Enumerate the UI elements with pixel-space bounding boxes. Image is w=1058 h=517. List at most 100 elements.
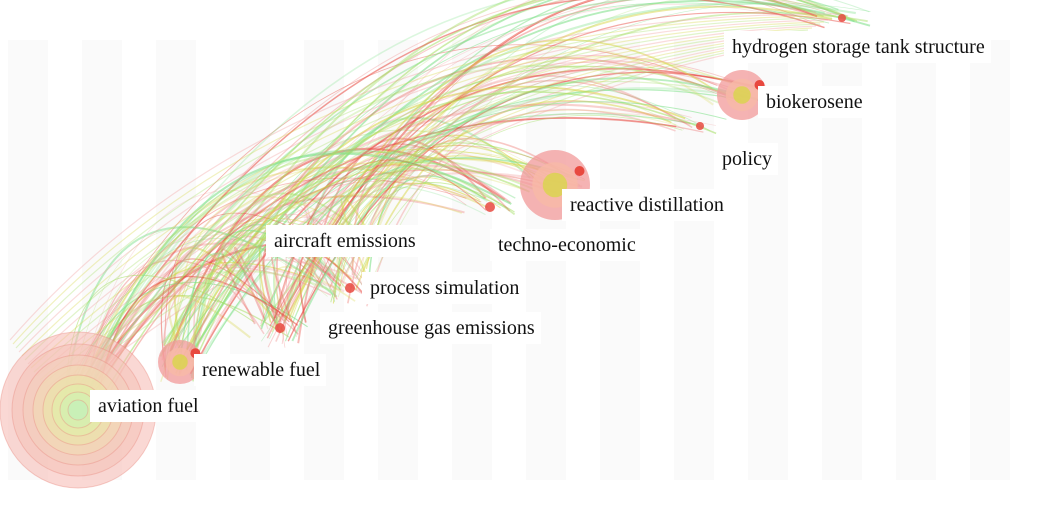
link-arc bbox=[66, 0, 817, 427]
link-arc bbox=[189, 68, 754, 375]
keyword-label-aviation-fuel: aviation fuel bbox=[90, 390, 205, 422]
link-arc bbox=[89, 195, 465, 399]
link-arc bbox=[174, 101, 727, 353]
link-arc bbox=[168, 157, 578, 347]
link-arc bbox=[198, 172, 583, 360]
link-arc bbox=[83, 145, 531, 411]
link-arc bbox=[365, 134, 544, 269]
link-arc bbox=[185, 0, 858, 368]
link-arc bbox=[288, 39, 713, 320]
keyword-label-renewable-fuel: renewable fuel bbox=[194, 354, 327, 386]
link-arc bbox=[297, 137, 487, 344]
link-arc bbox=[281, 172, 467, 345]
link-arc bbox=[175, 85, 686, 374]
background-band bbox=[304, 40, 344, 480]
link-arc bbox=[54, 43, 781, 401]
link-arc bbox=[172, 195, 381, 349]
node-hydrogen-storage-tank-structure bbox=[838, 14, 846, 22]
link-arc bbox=[178, 149, 569, 350]
node-dot bbox=[696, 122, 704, 130]
link-arc bbox=[18, 19, 829, 353]
link-arc bbox=[260, 145, 586, 324]
link-arc bbox=[233, 246, 282, 334]
link-arc bbox=[340, 60, 745, 284]
link-arc bbox=[161, 266, 332, 361]
background-band bbox=[452, 40, 492, 480]
node-ring bbox=[67, 399, 89, 421]
link-arc bbox=[21, 21, 825, 357]
link-arc bbox=[24, 23, 821, 361]
link-arc bbox=[78, 0, 825, 406]
background-band bbox=[896, 40, 936, 480]
link-arc bbox=[195, 0, 855, 348]
link-arc bbox=[367, 175, 486, 301]
link-arc bbox=[160, 194, 463, 383]
link-arc bbox=[27, 25, 817, 365]
link-arc bbox=[284, 0, 839, 342]
link-arc bbox=[59, 157, 585, 418]
link-arc bbox=[167, 3, 822, 354]
keyword-label-hydrogen-storage-tank-structure: hydrogen storage tank structure bbox=[724, 31, 991, 63]
link-arc bbox=[191, 178, 508, 349]
link-arc bbox=[69, 166, 488, 423]
link-arc bbox=[39, 33, 801, 381]
link-arc bbox=[330, 181, 515, 303]
node-policy bbox=[696, 122, 704, 130]
node-dot bbox=[345, 283, 355, 293]
link-arc bbox=[256, 239, 280, 327]
background-band bbox=[674, 40, 714, 480]
link-arc bbox=[221, 248, 280, 325]
link-arc bbox=[78, 149, 516, 397]
link-arc bbox=[160, 258, 290, 368]
link-arc bbox=[96, 0, 824, 407]
link-arc bbox=[59, 0, 825, 418]
link-arc bbox=[173, 246, 285, 344]
background-band bbox=[970, 40, 1010, 480]
keyword-label-aircraft-emissions: aircraft emissions bbox=[266, 225, 422, 257]
link-arc bbox=[30, 27, 813, 369]
link-arc bbox=[91, 65, 719, 403]
node-process-simulation bbox=[345, 283, 355, 293]
link-arc bbox=[169, 80, 739, 367]
keyword-label-biokerosene: biokerosene bbox=[758, 86, 869, 118]
node-greenhouse-gas-emissions bbox=[275, 323, 285, 333]
node-dot bbox=[275, 323, 285, 333]
link-arc bbox=[169, 147, 506, 352]
link-arc bbox=[344, 66, 772, 275]
link-arc bbox=[66, 0, 813, 410]
link-arc bbox=[36, 31, 805, 377]
link-arc bbox=[174, 0, 838, 371]
link-arc bbox=[33, 29, 809, 373]
link-arc bbox=[273, 266, 356, 319]
link-arc bbox=[12, 15, 837, 345]
link-arc bbox=[260, 157, 574, 330]
link-arc bbox=[361, 0, 828, 300]
keyword-label-process-simulation: process simulation bbox=[362, 272, 526, 304]
node-dot bbox=[574, 166, 585, 176]
link-arc bbox=[48, 39, 789, 393]
link-arc bbox=[45, 37, 793, 389]
link-arc bbox=[15, 17, 833, 349]
link-arc bbox=[283, 5, 833, 322]
link-arc bbox=[277, 0, 818, 324]
keyword-label-greenhouse-gas-emissions: greenhouse gas emissions bbox=[320, 312, 541, 344]
link-arc bbox=[163, 161, 530, 347]
node-techno-economic bbox=[485, 202, 495, 212]
link-arc bbox=[334, 0, 870, 287]
link-arc bbox=[76, 0, 849, 400]
node-biokerosene bbox=[717, 70, 767, 120]
link-arc bbox=[276, 54, 763, 310]
link-arc bbox=[273, 159, 487, 321]
node-core bbox=[542, 172, 568, 198]
node-dot bbox=[485, 202, 495, 212]
link-arc bbox=[267, 0, 828, 335]
link-arc bbox=[361, 45, 714, 272]
link-arc bbox=[77, 152, 512, 425]
link-arc bbox=[69, 162, 526, 401]
link-arc bbox=[161, 2, 830, 368]
link-arc bbox=[189, 0, 832, 347]
link-arc bbox=[72, 117, 677, 428]
link-arc bbox=[9, 13, 841, 341]
